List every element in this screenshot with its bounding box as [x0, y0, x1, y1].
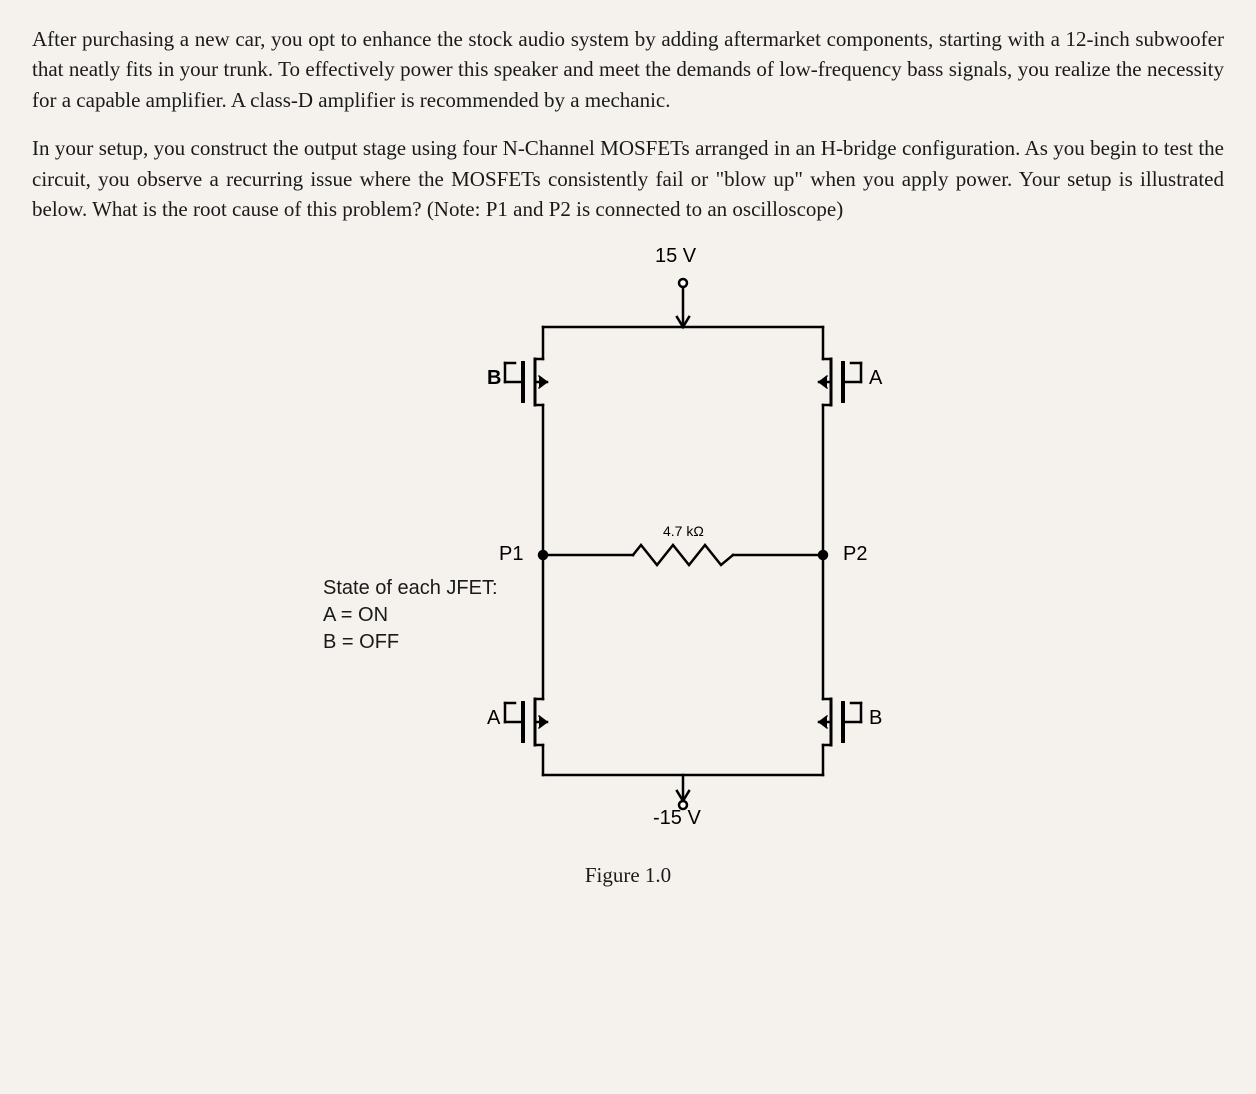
circuit-svg [303, 245, 953, 845]
paragraph-2: In your setup, you construct the output … [32, 133, 1224, 224]
paragraph-1: After purchasing a new car, you opt to e… [32, 24, 1224, 115]
figure-container: 15 V 4.7 kΩ P1 P2 B A A B State of each … [32, 245, 1224, 885]
figure-caption: Figure 1.0 [303, 863, 953, 888]
figure: 15 V 4.7 kΩ P1 P2 B A A B State of each … [303, 245, 953, 885]
